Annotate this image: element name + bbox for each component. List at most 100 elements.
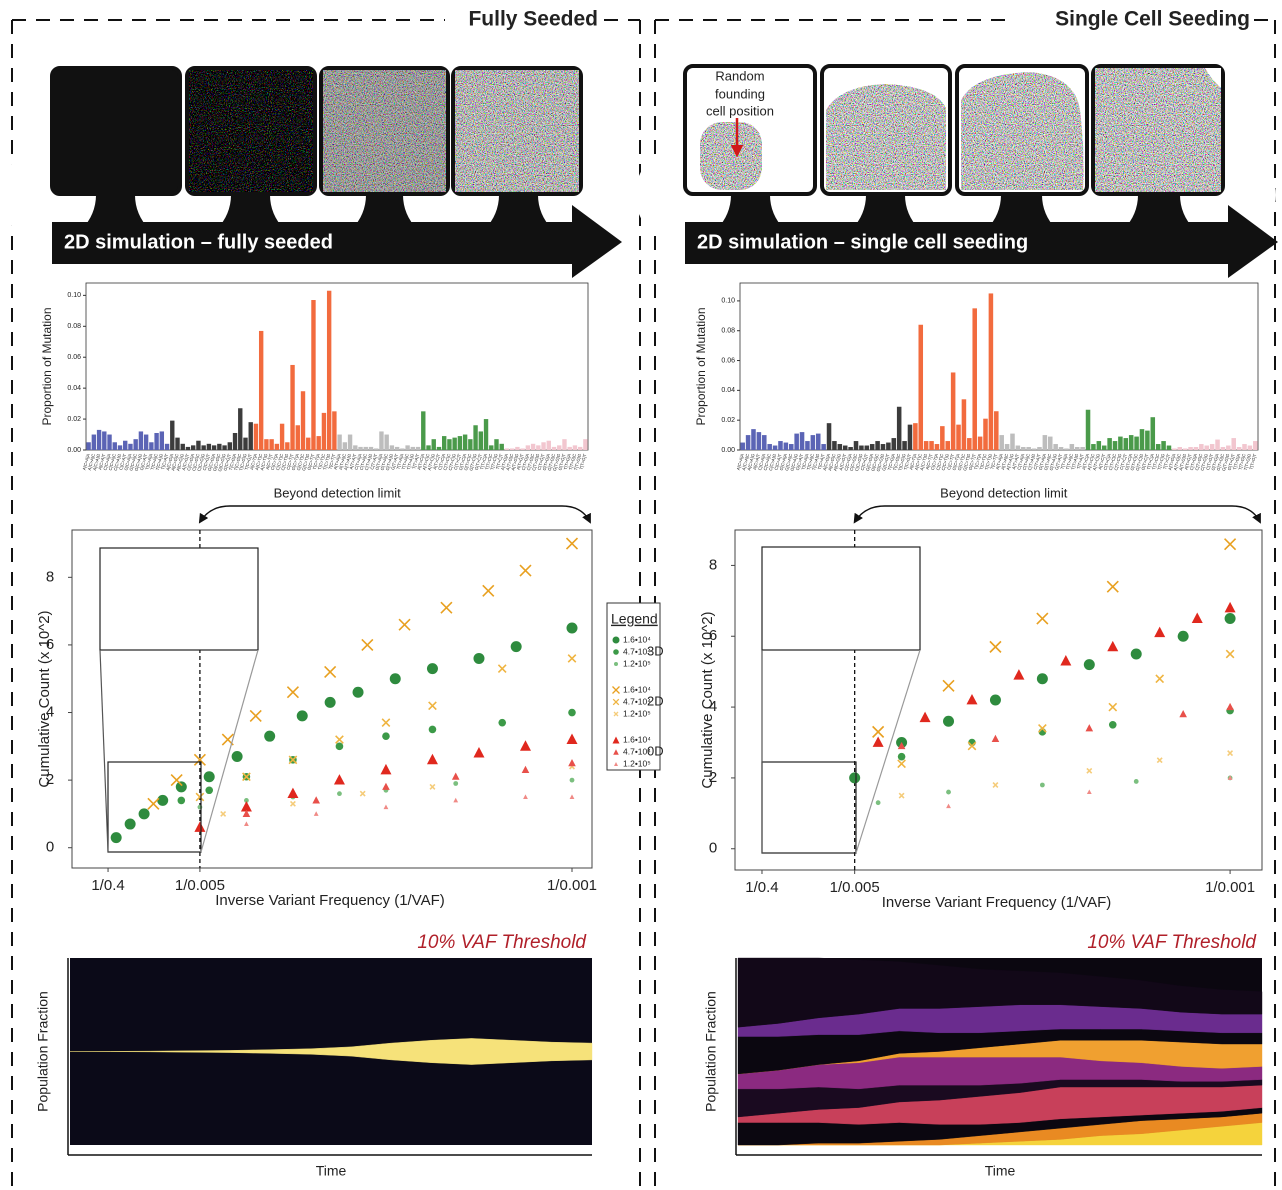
x-tick-label: C[C>G]G: [854, 453, 864, 472]
bar: [902, 441, 907, 450]
bar: [1107, 438, 1112, 450]
x-tick-label: A[T>C]C: [1086, 453, 1095, 470]
x-tick-label: T[T>A]G: [1070, 453, 1079, 471]
x-tick-label: G[C>T]A: [951, 453, 960, 471]
y-tick-label: 0.04: [67, 385, 81, 392]
x-tick-label: G[C>T]T: [968, 453, 977, 471]
x-tick-label: T[T>A]C: [1065, 453, 1074, 470]
point: [989, 694, 1001, 706]
x-tick-label: G[T>C]A: [458, 453, 467, 471]
bar: [837, 444, 843, 450]
y-tick-label: 6: [709, 627, 717, 644]
point: [566, 733, 578, 744]
legend-marker: [613, 649, 619, 655]
point: [335, 742, 344, 751]
point: [519, 564, 532, 577]
bar: [1004, 444, 1010, 450]
x-tick-label: C[T>A]T: [1033, 453, 1042, 470]
x-tick-label: A[T>G]C: [1173, 453, 1182, 471]
point: [383, 804, 389, 810]
x-tick-label: C[T>A]C: [1022, 453, 1031, 470]
plot-frame: [734, 529, 1263, 871]
point: [286, 686, 299, 699]
point: [991, 734, 1000, 742]
x-tick-label: A[T>G]T: [516, 453, 525, 470]
x-tick-label: T[C>G]T: [244, 453, 253, 471]
annotation-arrow: [853, 505, 1261, 524]
x-tick-label: G[T>C]A: [1124, 453, 1133, 471]
point: [242, 809, 251, 817]
x-tick-label: 1/0.001: [1205, 879, 1255, 896]
x-tick-label: G[T>G]G: [1221, 453, 1231, 472]
y-tick-label: 8: [709, 556, 717, 573]
x-tick-label: C[T>A]C: [359, 453, 368, 470]
bar: [1145, 430, 1150, 450]
x-tick-label: T[T>G]G: [1243, 453, 1252, 471]
bar: [478, 431, 483, 450]
bar: [410, 446, 416, 450]
x-tick-label: G[C>A]C: [784, 453, 793, 471]
point: [333, 774, 345, 785]
bar: [972, 308, 977, 450]
point: [943, 715, 955, 727]
bar: [159, 431, 165, 450]
x-tick-label: T[T>C]T: [1162, 453, 1171, 470]
x-tick-label: C[C>G]A: [186, 453, 195, 471]
x-tick-label: C[C>G]C: [191, 453, 200, 471]
bar: [311, 300, 316, 450]
bar: [473, 425, 478, 450]
point: [440, 601, 453, 614]
x-tick-label: G[T>C]T: [1140, 453, 1149, 471]
bar: [442, 436, 447, 450]
bar: [421, 411, 426, 450]
x-tick-label: T[C>A]A: [144, 453, 153, 470]
x-axis-label: Inverse Variant Frequency (1/VAF): [882, 894, 1112, 911]
bar: [211, 445, 217, 450]
x-tick-label: T[T>C]C: [484, 453, 493, 470]
bar: [191, 445, 196, 450]
x-tick-label: T[C>A]A: [800, 453, 809, 470]
bar: [504, 448, 510, 450]
bar: [1112, 441, 1118, 450]
bar: [400, 448, 405, 450]
bar: [164, 443, 170, 450]
bar: [1134, 436, 1139, 450]
x-tick-label: G[T>A]G: [385, 453, 394, 471]
x-tick-label: A[C>A]T: [752, 453, 761, 470]
bar: [551, 446, 557, 450]
x-tick-label: T[C>G]A: [887, 453, 896, 471]
x-tick-label: G[T>A]C: [1043, 453, 1052, 471]
x-tick-label: T[T>A]C: [401, 453, 410, 470]
bar: [799, 432, 805, 450]
point: [1130, 648, 1142, 660]
bar: [436, 446, 442, 450]
x-tick-label: T[T>C]G: [489, 453, 498, 471]
x-tick-label: C[C>T]C: [935, 453, 944, 471]
y-tick-label: 0.06: [67, 354, 81, 361]
x-tick-label: A[C>G]C: [827, 453, 836, 471]
bar: [258, 330, 264, 450]
annotation: founding: [715, 86, 765, 101]
bar: [567, 446, 572, 450]
x-tick-label: C[C>G]C: [849, 453, 858, 471]
legend-marker: [612, 636, 620, 644]
point: [324, 665, 337, 679]
x-tick-label: G[T>A]A: [1038, 453, 1047, 470]
point: [565, 537, 579, 550]
legend-group-label: 2D: [647, 693, 664, 708]
bar: [525, 445, 531, 450]
legend-label: 1.2•10⁵: [623, 758, 651, 768]
bar: [1220, 447, 1226, 450]
bar: [1182, 448, 1188, 450]
x-tick-label: A[T>G]G: [1178, 453, 1187, 471]
bar: [923, 441, 929, 450]
bar: [788, 444, 794, 450]
point: [1154, 626, 1166, 638]
x-tick-label: G[T>G]T: [557, 453, 566, 471]
point: [473, 652, 485, 664]
point: [875, 800, 881, 806]
bar: [515, 446, 520, 450]
x-tick-label: A[T>G]T: [1184, 453, 1193, 470]
bar: [886, 442, 891, 450]
x-tick-label: C[C>G]A: [843, 453, 852, 471]
